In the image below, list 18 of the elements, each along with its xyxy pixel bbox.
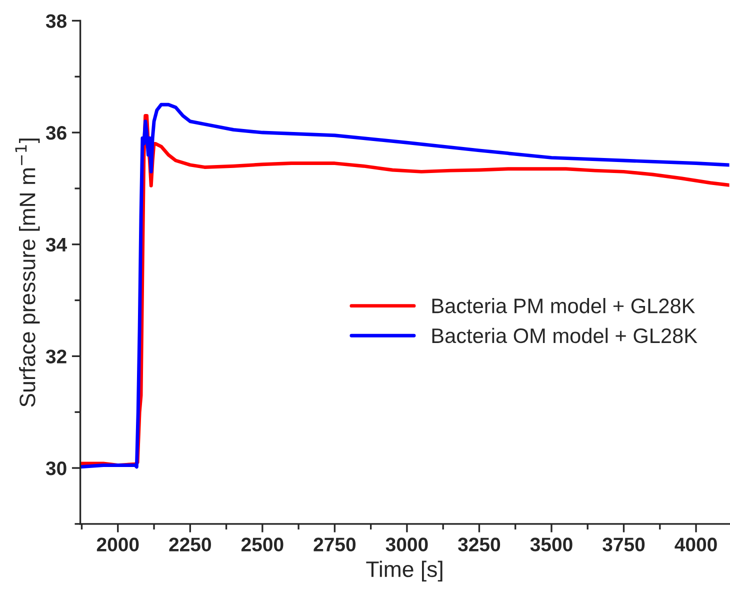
x-tick-label: 3500 [530, 538, 572, 552]
x-tick-label: 3000 [386, 538, 428, 552]
x-tick-label: 3250 [458, 538, 500, 552]
x-tick-label: 2000 [96, 538, 139, 552]
y-tick-label: 34 [46, 238, 68, 252]
y-axis-title: Surface pressure [mN m$^{−1}$] [15, 138, 40, 407]
x-axis-title: Time [s] [366, 560, 442, 582]
y-tick-label: 36 [46, 126, 66, 140]
legend-label: Bacteria OM model + GL28K [432, 328, 698, 344]
x-tick-label: 4000 [674, 538, 717, 552]
legend-label: Bacteria PM model + GL28K [432, 298, 696, 314]
x-tick-label: 2750 [314, 538, 356, 552]
x-tick-label: 3750 [602, 538, 645, 552]
y-tick-label: 30 [46, 461, 66, 476]
y-tick-label: 38 [46, 14, 67, 28]
y-tick-label: 32 [46, 350, 66, 364]
x-tick-label: 2250 [169, 538, 211, 552]
x-tick-label: 2500 [241, 538, 284, 552]
